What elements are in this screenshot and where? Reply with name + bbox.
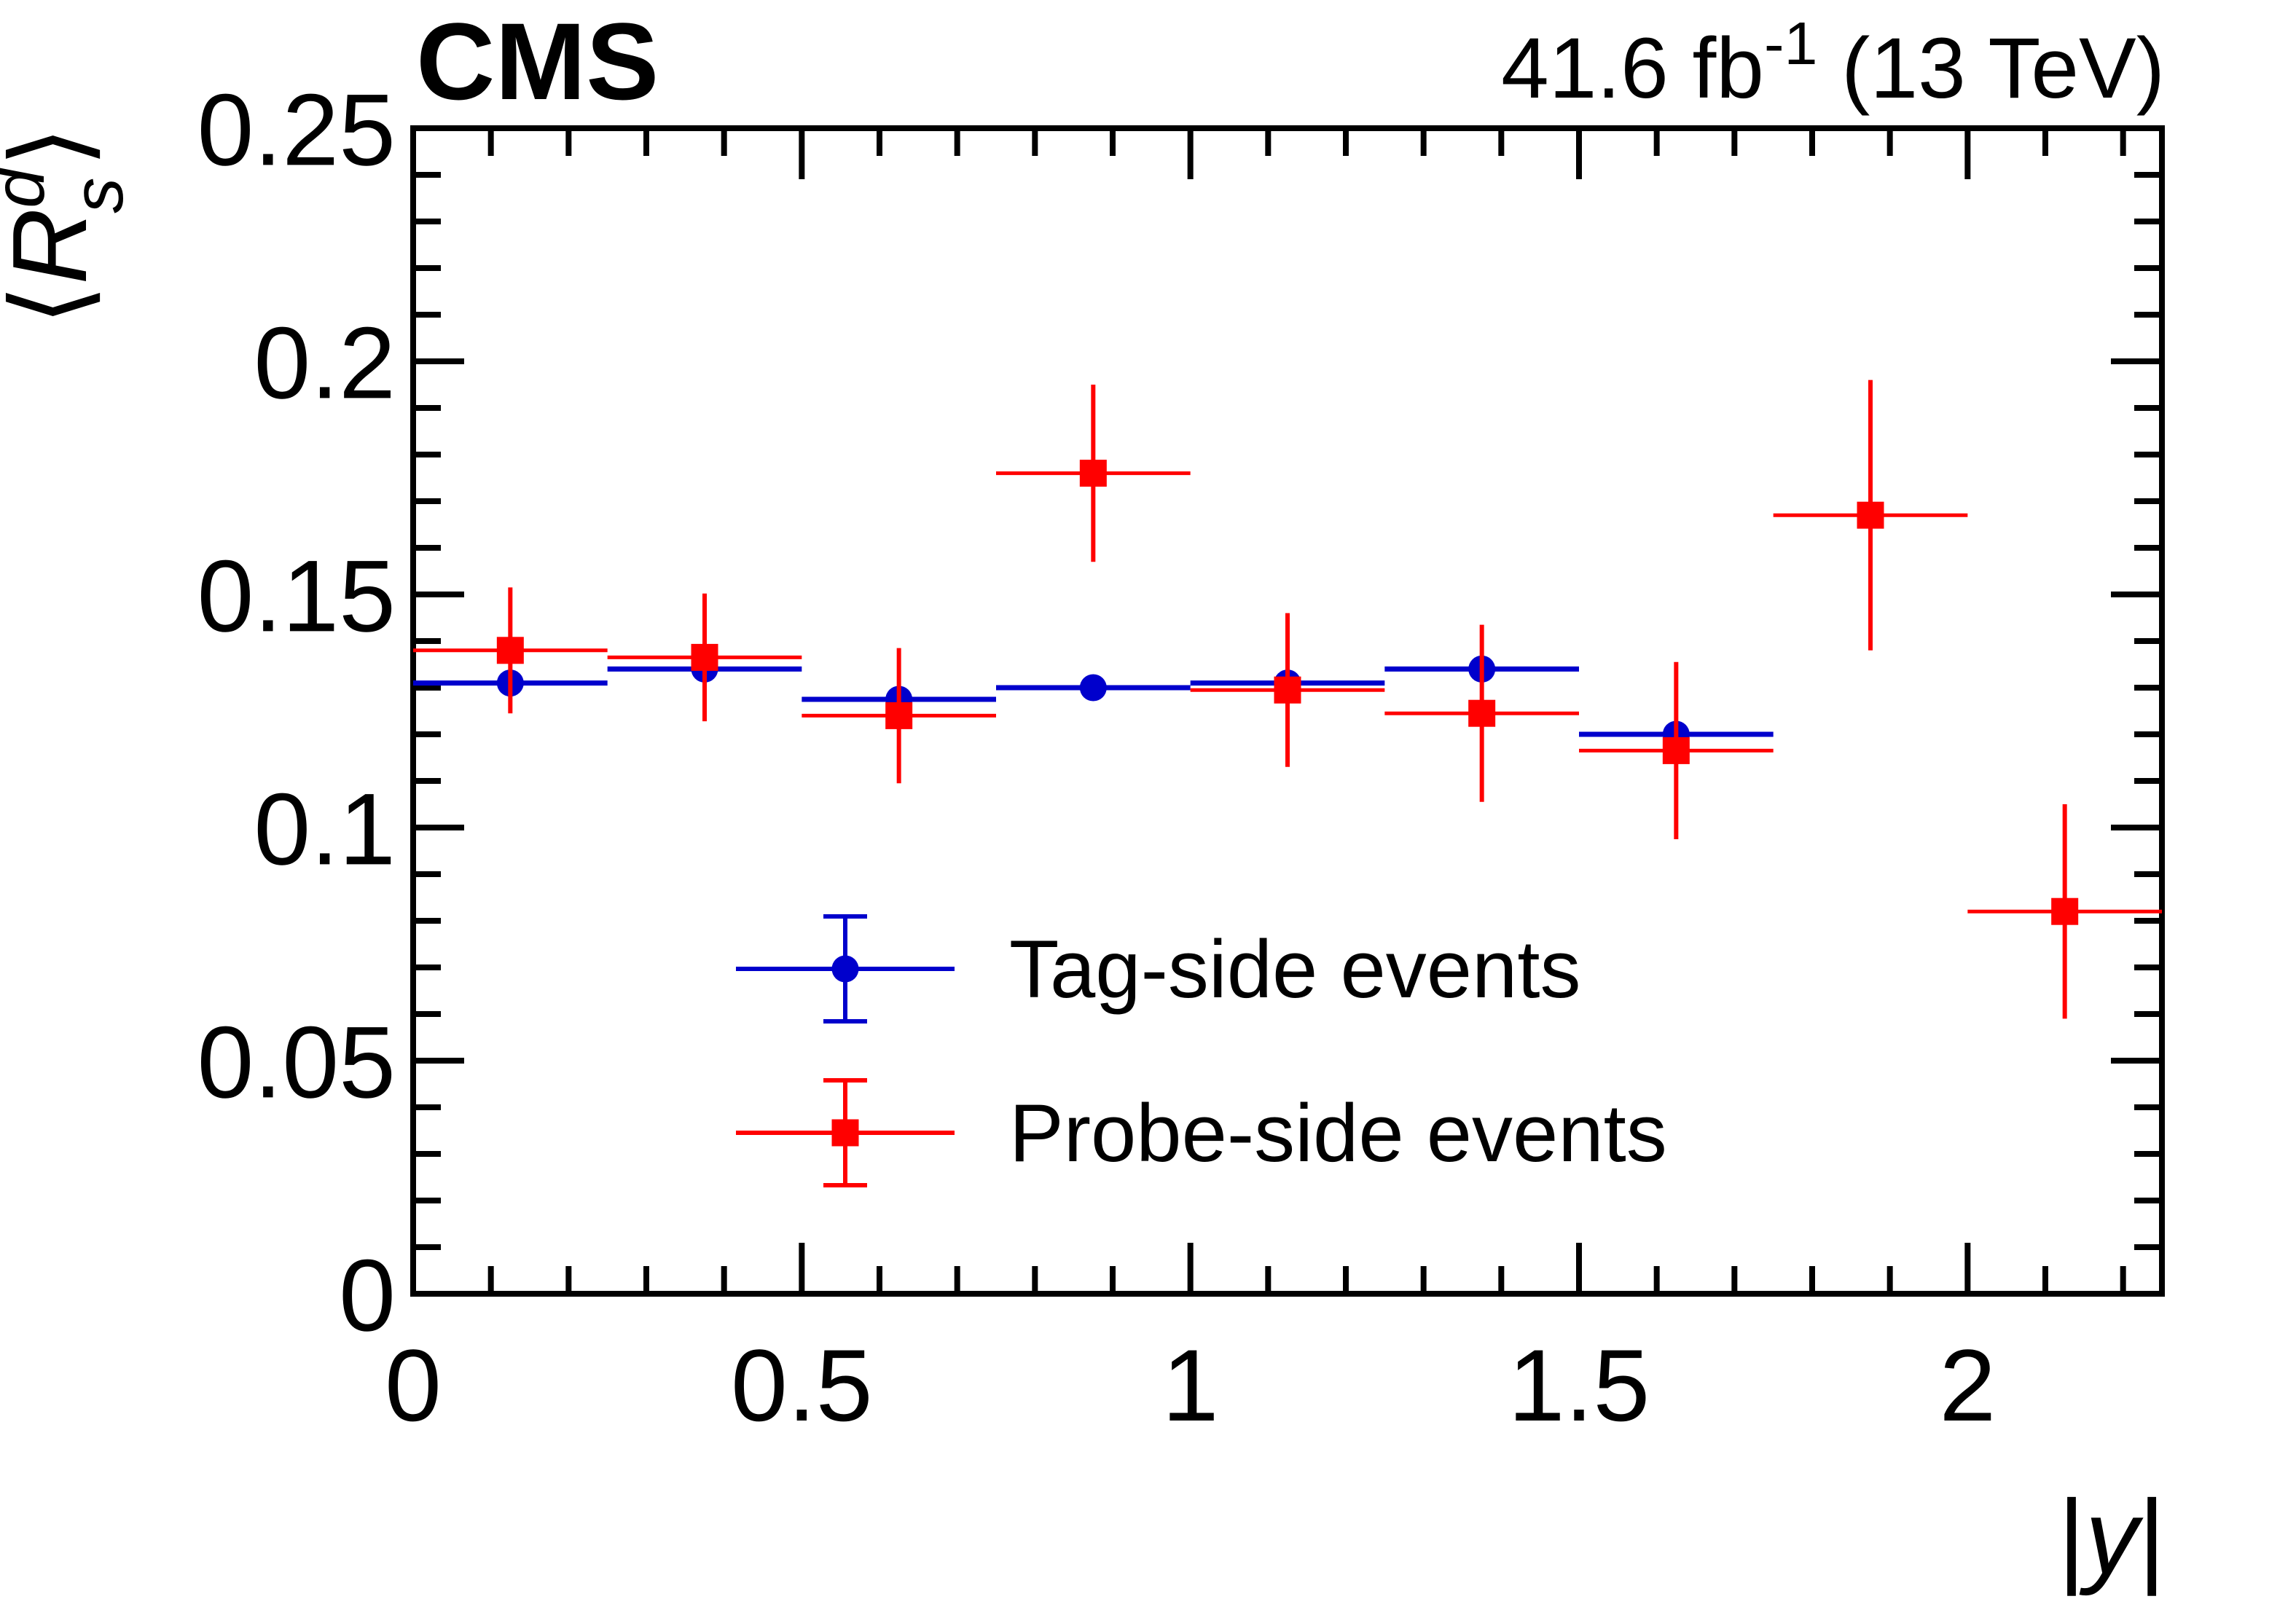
y-tick-label: 0.25 bbox=[197, 72, 396, 186]
legend-entry: Tag-side events bbox=[736, 914, 1580, 1024]
x-tick-label: 2 bbox=[1939, 1328, 1996, 1442]
legend-entry: Probe-side events bbox=[736, 1078, 1667, 1187]
experiment-label: CMS bbox=[416, 0, 659, 122]
plot-frame bbox=[410, 125, 2165, 1297]
probe-side-series bbox=[413, 380, 2162, 1019]
x-axis-title: |y| bbox=[2058, 1478, 2166, 1596]
x-tick-label: 1 bbox=[1162, 1328, 1219, 1442]
data-point-marker bbox=[1468, 699, 1496, 727]
tag-side-series bbox=[413, 655, 1774, 748]
legend-label: Tag-side events bbox=[1009, 924, 1580, 1015]
y-tick-label: 0.2 bbox=[254, 305, 396, 420]
data-point-marker bbox=[1079, 460, 1107, 487]
data-point-marker bbox=[885, 702, 913, 729]
x-tick-label: 1.5 bbox=[1508, 1328, 1650, 1442]
data-point-marker bbox=[1274, 676, 1301, 704]
y-axis-title: ⟨Rds⟩ bbox=[0, 126, 138, 326]
x-tick-label: 0 bbox=[385, 1328, 442, 1442]
data-point-marker bbox=[2051, 897, 2079, 925]
y-tick-label: 0.15 bbox=[197, 538, 396, 653]
y-tick-label: 0.1 bbox=[254, 771, 396, 886]
data-point-marker bbox=[1079, 674, 1107, 702]
y-tick-label: 0 bbox=[339, 1238, 396, 1352]
data-point-marker bbox=[496, 637, 524, 664]
legend-marker-icon bbox=[831, 1119, 859, 1147]
data-point-marker bbox=[1662, 736, 1690, 764]
luminosity-label: 41.6 fb-1 (13 TeV) bbox=[1501, 9, 2165, 117]
data-point-marker bbox=[1857, 501, 1884, 529]
y-tick-label: 0.05 bbox=[197, 1005, 396, 1119]
legend-label: Probe-side events bbox=[1009, 1088, 1667, 1179]
x-tick-label: 0.5 bbox=[731, 1328, 873, 1442]
legend: Tag-side events Probe-side events bbox=[736, 914, 1667, 1187]
legend-marker-icon bbox=[831, 955, 859, 983]
data-point-marker bbox=[691, 643, 718, 671]
